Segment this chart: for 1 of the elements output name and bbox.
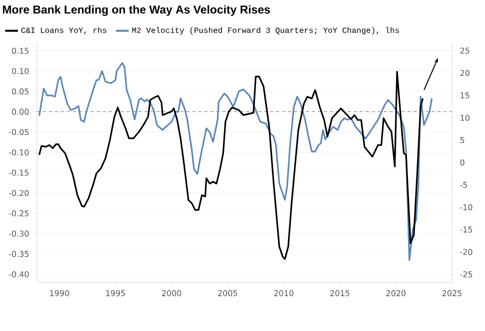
- chart-title: More Bank Lending on the Way As Velocity Rises: [2, 5, 270, 16]
